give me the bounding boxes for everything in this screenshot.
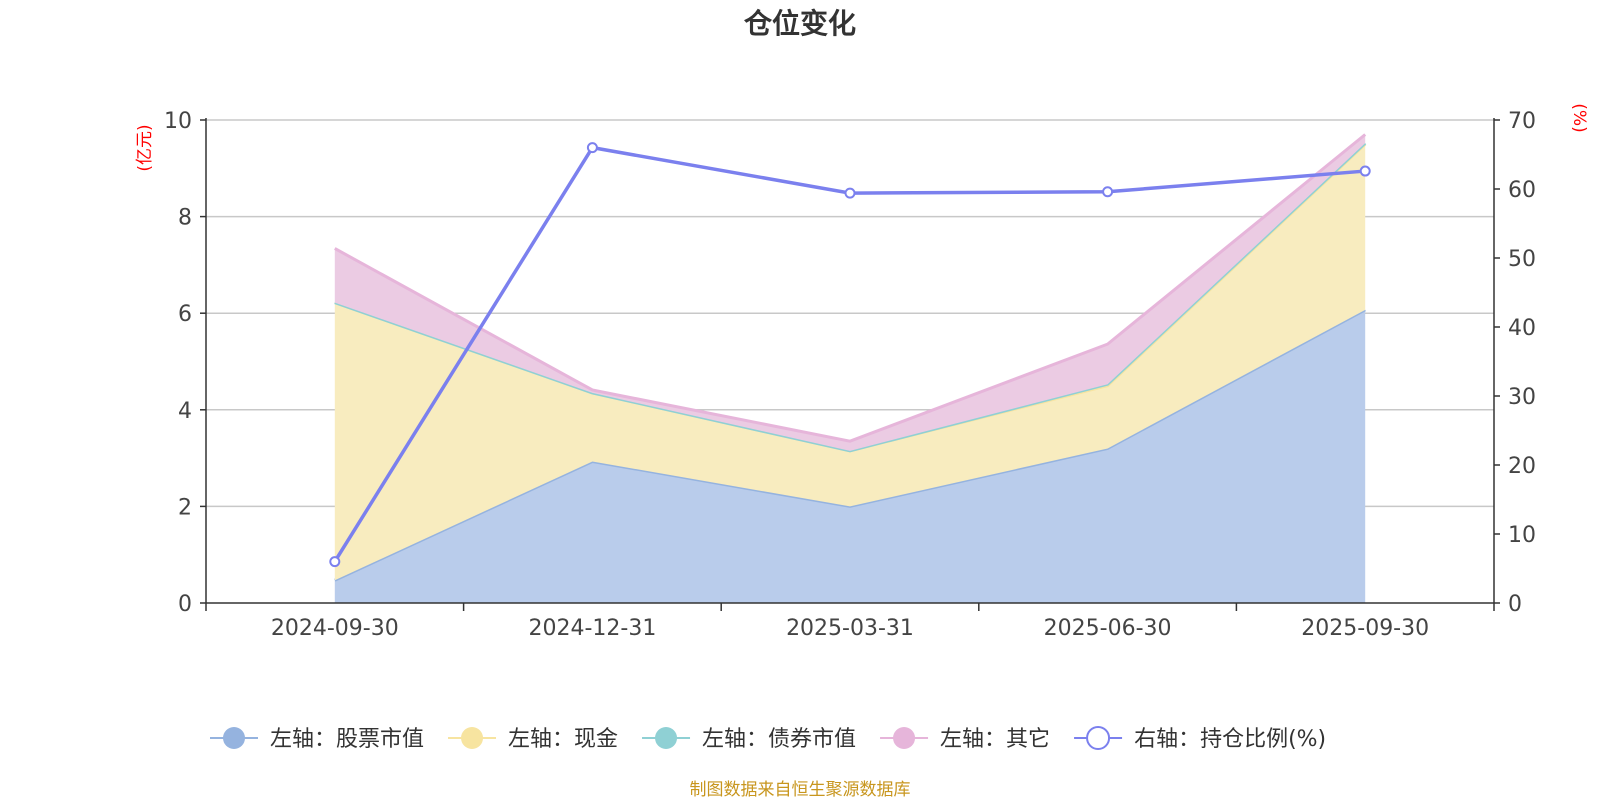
- legend-label: 右轴：持仓比例(%): [1134, 727, 1326, 752]
- legend-marker-dot: [223, 727, 245, 749]
- left-axis-tick-label: 8: [178, 206, 192, 231]
- position-ratio-line: [329, 142, 1371, 568]
- legend-marker-dot: [461, 727, 484, 749]
- legend-label: 左轴：其它: [940, 727, 1050, 752]
- left-axis-unit-label: (亿元): [135, 124, 155, 171]
- right-axis-tick-label: 0: [1508, 592, 1522, 617]
- right-axis-tick-label: 70: [1508, 109, 1536, 134]
- area-3: [334, 134, 1366, 451]
- area-1: [334, 144, 1366, 581]
- x-axis-tick-label: 2024-12-31: [528, 616, 656, 641]
- x-axis-tick-label: 2025-06-30: [1044, 616, 1172, 641]
- source-note: 制图数据来自恒生聚源数据库: [690, 780, 911, 800]
- left-axis-tick-label: 6: [178, 302, 192, 327]
- area-0: [334, 309, 1366, 603]
- legend: 左轴：股票市值 左轴：现金 左轴：债券市值 左轴：其它 右轴：持仓比例(%): [210, 726, 1326, 752]
- legend-item: 左轴：其它: [880, 727, 1050, 752]
- axes: 0 2 4 6 8 10 0 10 20 30 40 50 60 70 2024-09-30 2024-12-…: [164, 109, 1536, 641]
- legend-item: 左轴：现金: [448, 727, 618, 752]
- left-axis-tick-label: 2: [178, 495, 192, 520]
- stacked-areas: [334, 133, 1367, 603]
- area-edge-3: [334, 133, 1367, 443]
- right-axis-tick-label: 40: [1508, 316, 1536, 341]
- line-point: [586, 142, 598, 154]
- line-point: [1359, 165, 1371, 177]
- x-axis-tick-label: 2025-03-31: [786, 616, 914, 641]
- legend-label: 左轴：债券市值: [702, 727, 856, 752]
- x-axis-tick-label: 2025-09-30: [1301, 616, 1429, 641]
- chart-title: 仓位变化: [744, 7, 856, 40]
- left-axis-tick-label: 10: [164, 109, 192, 134]
- left-axis-tick-label: 0: [178, 592, 192, 617]
- legend-label: 左轴：现金: [508, 727, 618, 752]
- legend-marker-dot: [1086, 726, 1111, 750]
- line-point: [1102, 186, 1114, 198]
- legend-item: 左轴：债券市值: [642, 727, 856, 752]
- right-axis-tick-label: 30: [1508, 385, 1536, 410]
- line-point: [844, 187, 856, 199]
- legend-marker-dot: [893, 727, 916, 749]
- legend-label: 左轴：股票市值: [270, 727, 424, 752]
- right-axis-tick-label: 50: [1508, 247, 1536, 272]
- legend-marker-dot: [655, 727, 678, 749]
- right-axis-tick-label: 20: [1508, 454, 1536, 479]
- x-axis-tick-label: 2024-09-30: [271, 616, 399, 641]
- left-axis-tick-label: 4: [178, 399, 192, 424]
- right-axis-tick-label: 60: [1508, 178, 1536, 203]
- line-point: [329, 556, 341, 568]
- right-axis-tick-label: 10: [1508, 523, 1536, 548]
- right-axis-unit-label: (%): [1569, 103, 1589, 132]
- legend-item: 左轴：股票市值: [210, 727, 424, 752]
- legend-item: 右轴：持仓比例(%): [1074, 726, 1326, 752]
